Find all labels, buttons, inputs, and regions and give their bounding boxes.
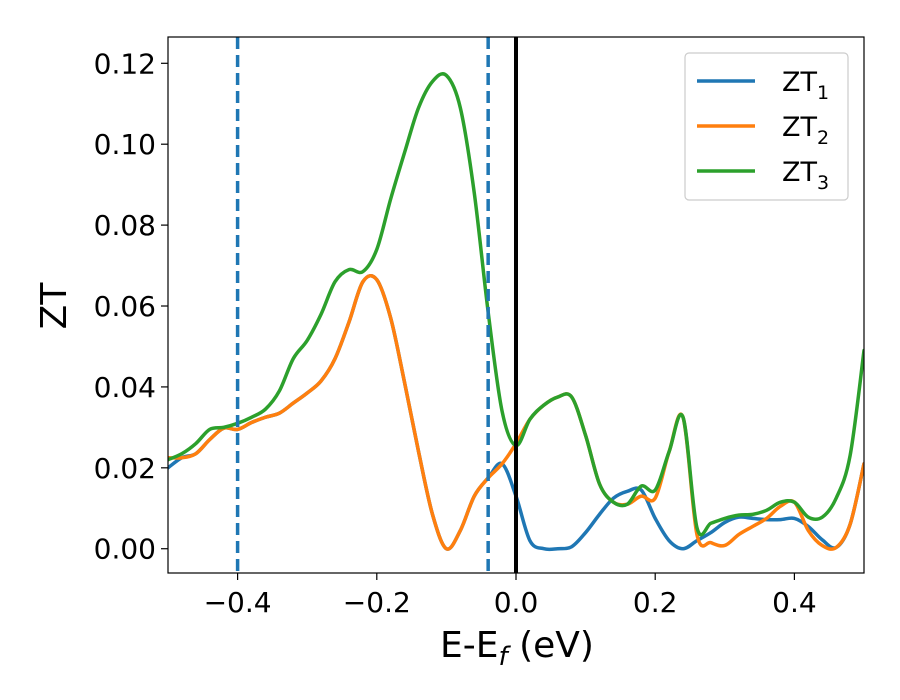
y-tick-label: 0.08 — [94, 209, 156, 242]
x-tick-label: 0.0 — [494, 586, 539, 619]
plot-content — [168, 37, 864, 573]
plot-area — [167, 36, 865, 574]
y-tick-label: 0.02 — [94, 452, 156, 485]
legend-label-zt3: ZT3 — [782, 157, 829, 194]
x-tick-label: −0.2 — [343, 586, 411, 619]
x-tick-label: 0.4 — [772, 586, 817, 619]
x-axis-label-suffix: (eV) — [508, 625, 594, 666]
y-tick-label: 0.00 — [94, 533, 156, 566]
x-axis-label: E-Ef (eV) — [440, 625, 594, 672]
y-tick-label: 0.04 — [94, 371, 156, 404]
x-tick-label: −0.4 — [204, 586, 272, 619]
y-axis-label: ZT — [34, 282, 75, 330]
legend-box — [684, 52, 849, 201]
x-axis-label-main: E-E — [440, 625, 498, 666]
y-tick-label: 0.06 — [94, 290, 156, 323]
x-tick-label: 0.2 — [633, 586, 678, 619]
legend-label-zt1: ZT1 — [782, 67, 829, 104]
y-tick-label: 0.10 — [94, 128, 156, 161]
x-axis-ticks: −0.4 −0.2 0.0 0.2 0.4 — [204, 573, 817, 619]
y-tick-label: 0.12 — [94, 47, 156, 80]
y-axis-ticks: 0.00 0.02 0.04 0.06 0.08 0.10 0.12 — [94, 47, 168, 566]
legend: ZT1 ZT2 ZT3 — [684, 52, 849, 201]
legend-label-zt2: ZT2 — [782, 112, 829, 149]
